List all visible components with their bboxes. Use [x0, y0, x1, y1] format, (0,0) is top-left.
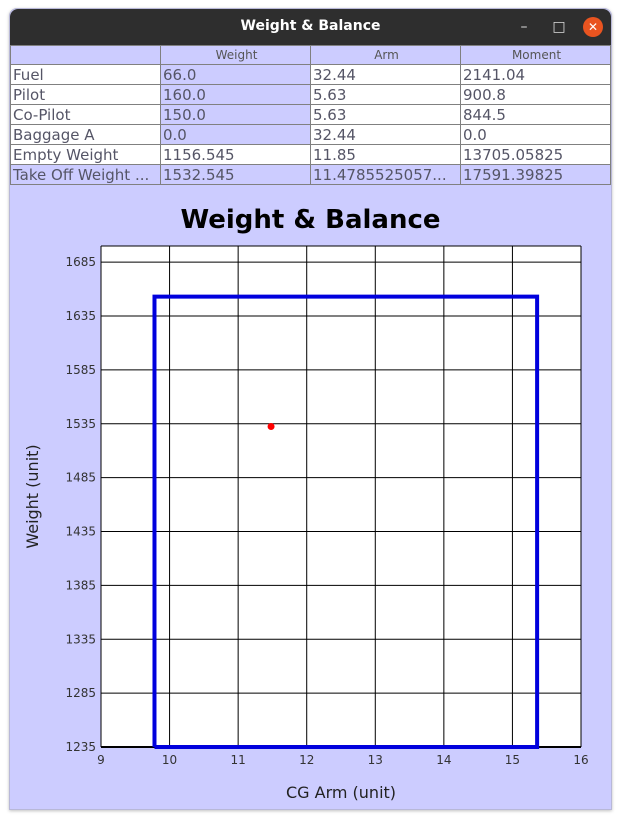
- y-tick-label: 1435: [65, 525, 96, 539]
- table-row[interactable]: Empty Weight 1156.545 11.85 13705.05825: [10, 144, 611, 165]
- x-tick-label: 12: [299, 753, 314, 767]
- arm-cell[interactable]: 11.85: [310, 144, 461, 165]
- cg-point: [267, 422, 275, 430]
- table-row[interactable]: Pilot 160.0 5.63 900.8: [10, 84, 611, 105]
- weight-balance-table: Weight Arm Moment Fuel 66.0 32.44 2141.0…: [10, 45, 611, 185]
- maximize-icon[interactable]: □: [552, 19, 566, 35]
- x-tick-label: 10: [162, 753, 177, 767]
- weight-cell[interactable]: 1532.545: [160, 164, 311, 185]
- moment-cell[interactable]: 900.8: [460, 84, 611, 105]
- tick-labels: 9 10 11 12 13 14 15 16 1235 1285 1335 1385 1435 1485 1…: [65, 255, 588, 767]
- x-axis-label: CG Arm (unit): [286, 783, 396, 802]
- row-label[interactable]: Pilot: [10, 84, 161, 105]
- column-header-weight[interactable]: Weight: [160, 45, 311, 65]
- title-bar[interactable]: Weight & Balance – □ ✕: [10, 9, 611, 45]
- x-tick-label: 15: [505, 753, 520, 767]
- x-tick-label: 14: [436, 753, 451, 767]
- y-axis-label: Weight (unit): [23, 444, 42, 548]
- x-tick-label: 16: [573, 753, 588, 767]
- y-tick-label: 1485: [65, 471, 96, 485]
- y-tick-label: 1685: [65, 255, 96, 269]
- plot-area: [101, 246, 581, 747]
- y-tick-label: 1585: [65, 363, 96, 377]
- arm-cell[interactable]: 32.44: [310, 64, 461, 85]
- weight-cell[interactable]: 66.0: [160, 64, 311, 85]
- y-tick-label: 1235: [65, 740, 96, 754]
- column-header-moment[interactable]: Moment: [460, 45, 611, 65]
- moment-cell[interactable]: 17591.39825: [460, 164, 611, 185]
- y-tick-label: 1335: [65, 632, 96, 646]
- row-label[interactable]: Take Off Weight ...: [10, 164, 161, 185]
- y-tick-label: 1635: [65, 309, 96, 323]
- x-tick-label: 11: [231, 753, 246, 767]
- row-label[interactable]: Empty Weight: [10, 144, 161, 165]
- y-tick-label: 1285: [65, 686, 96, 700]
- arm-cell[interactable]: 5.63: [310, 104, 461, 125]
- x-tick-label: 9: [97, 753, 105, 767]
- arm-cell[interactable]: 5.63: [310, 84, 461, 105]
- minimize-icon[interactable]: –: [520, 19, 528, 35]
- arm-cell[interactable]: 11.4785525057...: [310, 164, 461, 185]
- weight-balance-table-area: Weight Arm Moment Fuel 66.0 32.44 2141.0…: [10, 45, 611, 185]
- window-title: Weight & Balance: [240, 18, 381, 34]
- chart-title: Weight & Balance: [180, 205, 441, 235]
- close-icon[interactable]: ✕: [583, 17, 603, 37]
- y-tick-label: 1385: [65, 578, 96, 592]
- table-header-row: Weight Arm Moment: [10, 45, 611, 65]
- cg-envelope-line: [152, 294, 540, 749]
- y-tick-label: 1535: [65, 417, 96, 431]
- app-window: Weight & Balance – □ ✕ Weight Arm Moment…: [9, 8, 612, 810]
- table-row-selected[interactable]: Take Off Weight ... 1532.545 11.47855250…: [10, 164, 611, 185]
- table-row[interactable]: Baggage A 0.0 32.44 0.0: [10, 124, 611, 145]
- column-header-arm[interactable]: Arm: [310, 45, 461, 65]
- grid-lines: [100, 245, 582, 748]
- row-label[interactable]: Fuel: [10, 64, 161, 85]
- x-tick-label: 13: [368, 753, 383, 767]
- moment-cell[interactable]: 13705.05825: [460, 144, 611, 165]
- weight-balance-chart: 9 10 11 12 13 14 15 16 1235 1285 1335 1385 1435 1485 1…: [23, 245, 589, 802]
